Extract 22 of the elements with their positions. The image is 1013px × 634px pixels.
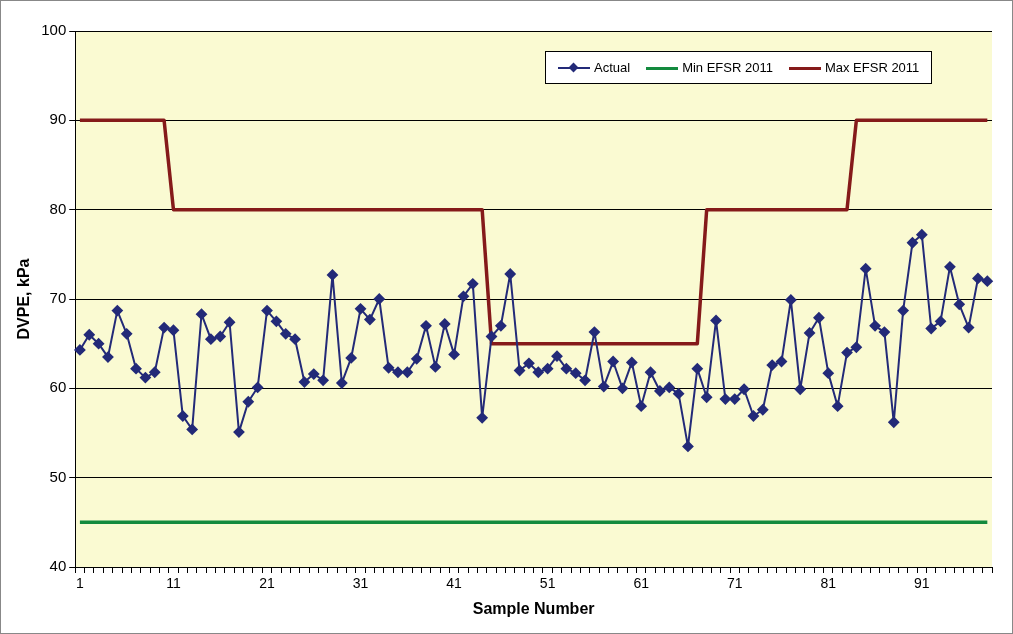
x-axis-title: Sample Number	[472, 599, 595, 617]
x-tick-label: 41	[446, 575, 463, 592]
legend-label: Min EFSR 2011	[682, 60, 773, 75]
y-axis-title: DVPE, kPa	[15, 258, 33, 340]
x-tick-label: 1	[76, 575, 85, 592]
y-tick-label: 90	[49, 110, 67, 128]
x-tick-label: 51	[539, 575, 556, 592]
y-tick-label: 40	[49, 557, 67, 575]
legend-label: Max EFSR 2011	[824, 60, 920, 75]
y-tick-label: 100	[41, 21, 67, 39]
x-tick-label: 91	[914, 575, 930, 592]
legend-label: Actual	[594, 60, 631, 75]
x-tick-label: 61	[633, 575, 650, 592]
x-tick-label: 21	[259, 575, 275, 592]
x-tick-label: 11	[166, 575, 181, 592]
y-tick-label: 80	[49, 199, 67, 217]
x-tick-label: 31	[352, 575, 369, 592]
y-tick-label: 50	[49, 467, 67, 485]
x-tick-label: 81	[820, 575, 837, 592]
x-tick-label: 71	[726, 575, 743, 592]
y-tick-label: 70	[49, 289, 67, 307]
y-tick-label: 60	[49, 378, 67, 396]
